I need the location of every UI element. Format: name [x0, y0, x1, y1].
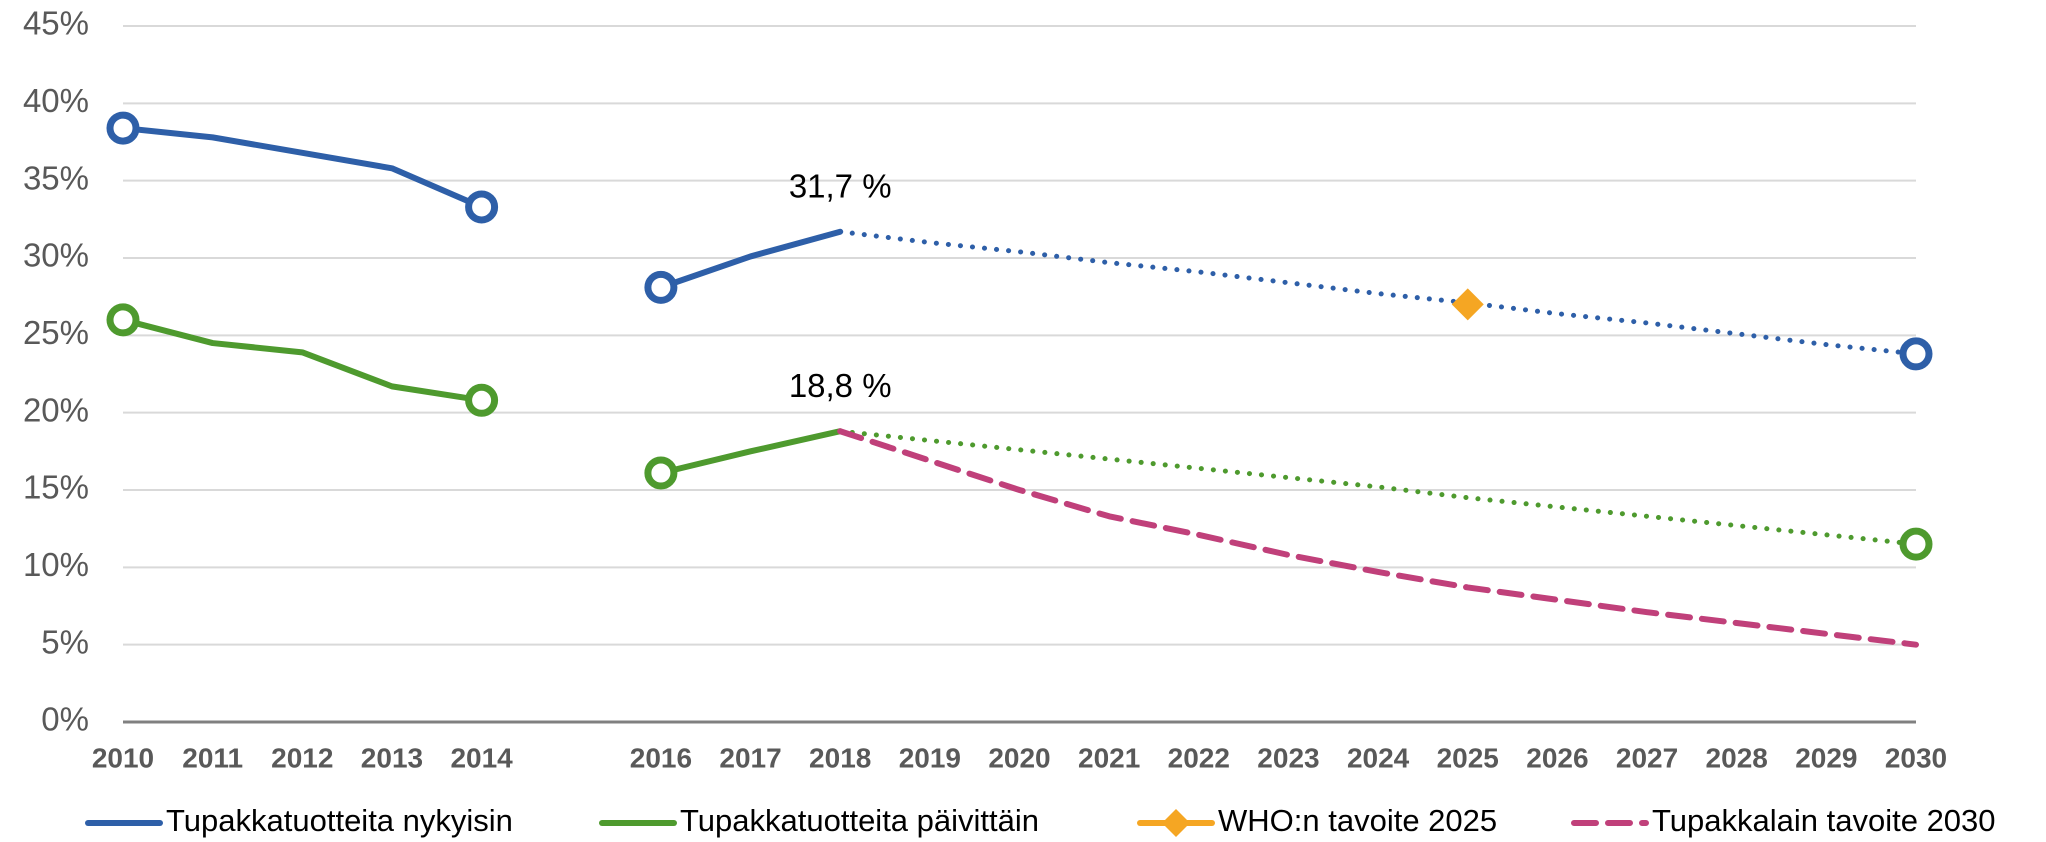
x-tick-label: 2023	[1257, 742, 1319, 773]
y-tick-label: 0%	[41, 701, 89, 738]
y-tick-label: 15%	[23, 469, 89, 506]
marker	[644, 456, 678, 490]
marker	[465, 383, 499, 417]
legend-label: Tupakkatuotteita päivittäin	[680, 803, 1039, 838]
y-tick-label: 35%	[23, 159, 89, 196]
marker	[106, 111, 140, 145]
series-line	[120, 316, 485, 404]
x-tick-label: 2022	[1168, 742, 1230, 773]
marker	[1899, 337, 1933, 371]
legend-marker	[1162, 809, 1190, 837]
legend-label: Tupakkatuotteita nykyisin	[166, 803, 513, 838]
y-tick-label: 40%	[23, 82, 89, 119]
marker	[1899, 527, 1933, 561]
series-line	[657, 428, 844, 476]
x-tick-label: 2020	[988, 742, 1050, 773]
marker	[644, 270, 678, 304]
marker	[1451, 288, 1484, 321]
legend-label: Tupakkalain tavoite 2030	[1652, 803, 1996, 838]
y-tick-label: 25%	[23, 314, 89, 351]
marker	[465, 190, 499, 224]
legend-label: WHO:n tavoite 2025	[1218, 803, 1497, 838]
series-line	[837, 428, 1919, 648]
x-tick-label: 2027	[1616, 742, 1678, 773]
x-tick-label: 2021	[1078, 742, 1140, 773]
series-line	[657, 228, 844, 291]
y-tick-label: 5%	[41, 623, 89, 660]
series-line	[120, 125, 485, 210]
projection-line	[837, 229, 1919, 357]
x-tick-label: 2014	[450, 742, 513, 773]
projection-line	[837, 428, 1919, 547]
x-tick-label: 2012	[271, 742, 333, 773]
x-tick-label: 2018	[809, 742, 871, 773]
y-tick-label: 30%	[23, 237, 89, 274]
data-label: 18,8 %	[789, 367, 892, 404]
x-tick-label: 2017	[719, 742, 781, 773]
x-tick-label: 2028	[1706, 742, 1768, 773]
x-tick-label: 2011	[182, 742, 243, 773]
x-tick-label: 2010	[92, 742, 154, 773]
x-tick-label: 2019	[899, 742, 961, 773]
y-tick-label: 45%	[23, 5, 89, 42]
y-tick-label: 10%	[23, 546, 89, 583]
x-tick-label: 2016	[630, 742, 692, 773]
x-tick-label: 2013	[361, 742, 423, 773]
y-tick-label: 20%	[23, 391, 89, 428]
x-tick-label: 2026	[1526, 742, 1588, 773]
x-tick-label: 2029	[1795, 742, 1857, 773]
x-tick-label: 2030	[1885, 742, 1947, 773]
data-label: 31,7 %	[789, 167, 892, 204]
x-tick-label: 2024	[1347, 742, 1410, 773]
marker	[106, 303, 140, 337]
x-tick-label: 2025	[1437, 742, 1499, 773]
